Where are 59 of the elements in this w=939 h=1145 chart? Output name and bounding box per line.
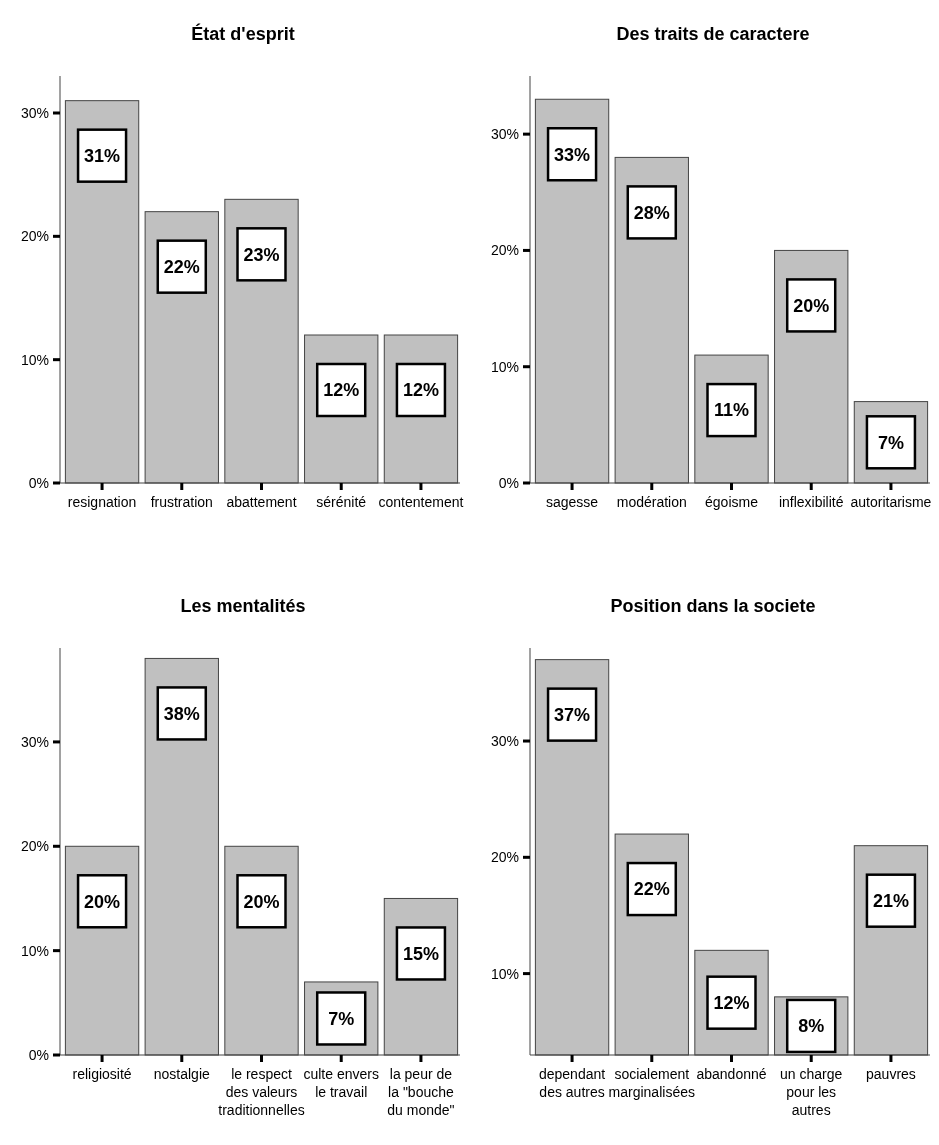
data-label: 37% bbox=[554, 704, 591, 725]
x-tick-label: pauvres bbox=[866, 1066, 916, 1082]
x-tick-label: un charge pour les autres bbox=[780, 1066, 843, 1118]
y-tick-label: 30% bbox=[20, 104, 49, 121]
x-tick-label: abattement bbox=[226, 494, 297, 510]
x-tick-label: abandonné bbox=[696, 1066, 767, 1082]
data-label: 23% bbox=[243, 244, 280, 265]
x-tick-label: sagesse bbox=[545, 494, 599, 510]
y-tick-label: 0% bbox=[498, 474, 519, 491]
x-tick-label: socialement marginalisées bbox=[608, 1066, 695, 1100]
data-label: 33% bbox=[554, 144, 591, 165]
y-tick-label: 20% bbox=[20, 228, 49, 245]
x-tick-label: la peur de la "bouche du monde" bbox=[387, 1066, 455, 1118]
data-label: 8% bbox=[798, 1016, 825, 1037]
data-label: 28% bbox=[633, 202, 670, 223]
y-tick-label: 30% bbox=[490, 126, 519, 143]
data-label: 7% bbox=[877, 432, 904, 453]
data-label: 7% bbox=[328, 1008, 355, 1029]
chart-title: Position dans la societe bbox=[610, 596, 816, 616]
y-tick-label: 10% bbox=[490, 965, 519, 982]
x-tick-label: dependant des autres bbox=[538, 1066, 606, 1100]
y-tick-label: 30% bbox=[490, 732, 519, 749]
y-tick-label: 20% bbox=[490, 849, 519, 866]
y-tick-label: 30% bbox=[20, 733, 49, 750]
x-tick-label: le respect des valeurs traditionnelles bbox=[218, 1066, 305, 1118]
y-tick-label: 20% bbox=[490, 242, 519, 259]
data-label: 21% bbox=[872, 890, 909, 911]
x-tick-label: égoisme bbox=[705, 494, 759, 510]
data-label: 22% bbox=[633, 879, 670, 900]
data-label: 38% bbox=[163, 703, 200, 724]
x-tick-label: religiosité bbox=[72, 1066, 132, 1082]
y-tick-label: 20% bbox=[20, 838, 49, 855]
chart-title: État d'esprit bbox=[191, 23, 295, 44]
y-tick-label: 0% bbox=[28, 474, 49, 491]
data-label: 20% bbox=[243, 891, 280, 912]
y-tick-label: 10% bbox=[20, 942, 49, 959]
chart-title: Des traits de caractere bbox=[616, 24, 810, 44]
data-label: 22% bbox=[163, 256, 200, 277]
data-label: 12% bbox=[402, 380, 439, 401]
data-label: 11% bbox=[713, 400, 750, 421]
data-label: 12% bbox=[713, 992, 750, 1013]
x-tick-label: modération bbox=[616, 494, 687, 510]
x-tick-label: contentement bbox=[378, 494, 464, 510]
x-tick-label: nostalgie bbox=[153, 1066, 211, 1082]
data-label: 12% bbox=[323, 380, 360, 401]
data-label: 15% bbox=[402, 943, 439, 964]
x-tick-label: resignation bbox=[67, 494, 137, 510]
y-tick-label: 0% bbox=[28, 1046, 49, 1063]
data-label: 20% bbox=[793, 295, 830, 316]
y-tick-label: 10% bbox=[20, 351, 49, 368]
chart-title: Les mentalités bbox=[180, 596, 306, 616]
x-tick-label: culte envers le travail bbox=[303, 1066, 379, 1100]
x-tick-label: frustration bbox=[150, 494, 213, 510]
y-tick-label: 10% bbox=[490, 358, 519, 375]
data-label: 20% bbox=[84, 891, 121, 912]
x-tick-label: sérénité bbox=[316, 494, 367, 510]
data-label: 31% bbox=[84, 145, 121, 166]
x-tick-label: inflexibilité bbox=[778, 494, 844, 510]
x-tick-label: autoritarisme bbox=[850, 494, 932, 510]
